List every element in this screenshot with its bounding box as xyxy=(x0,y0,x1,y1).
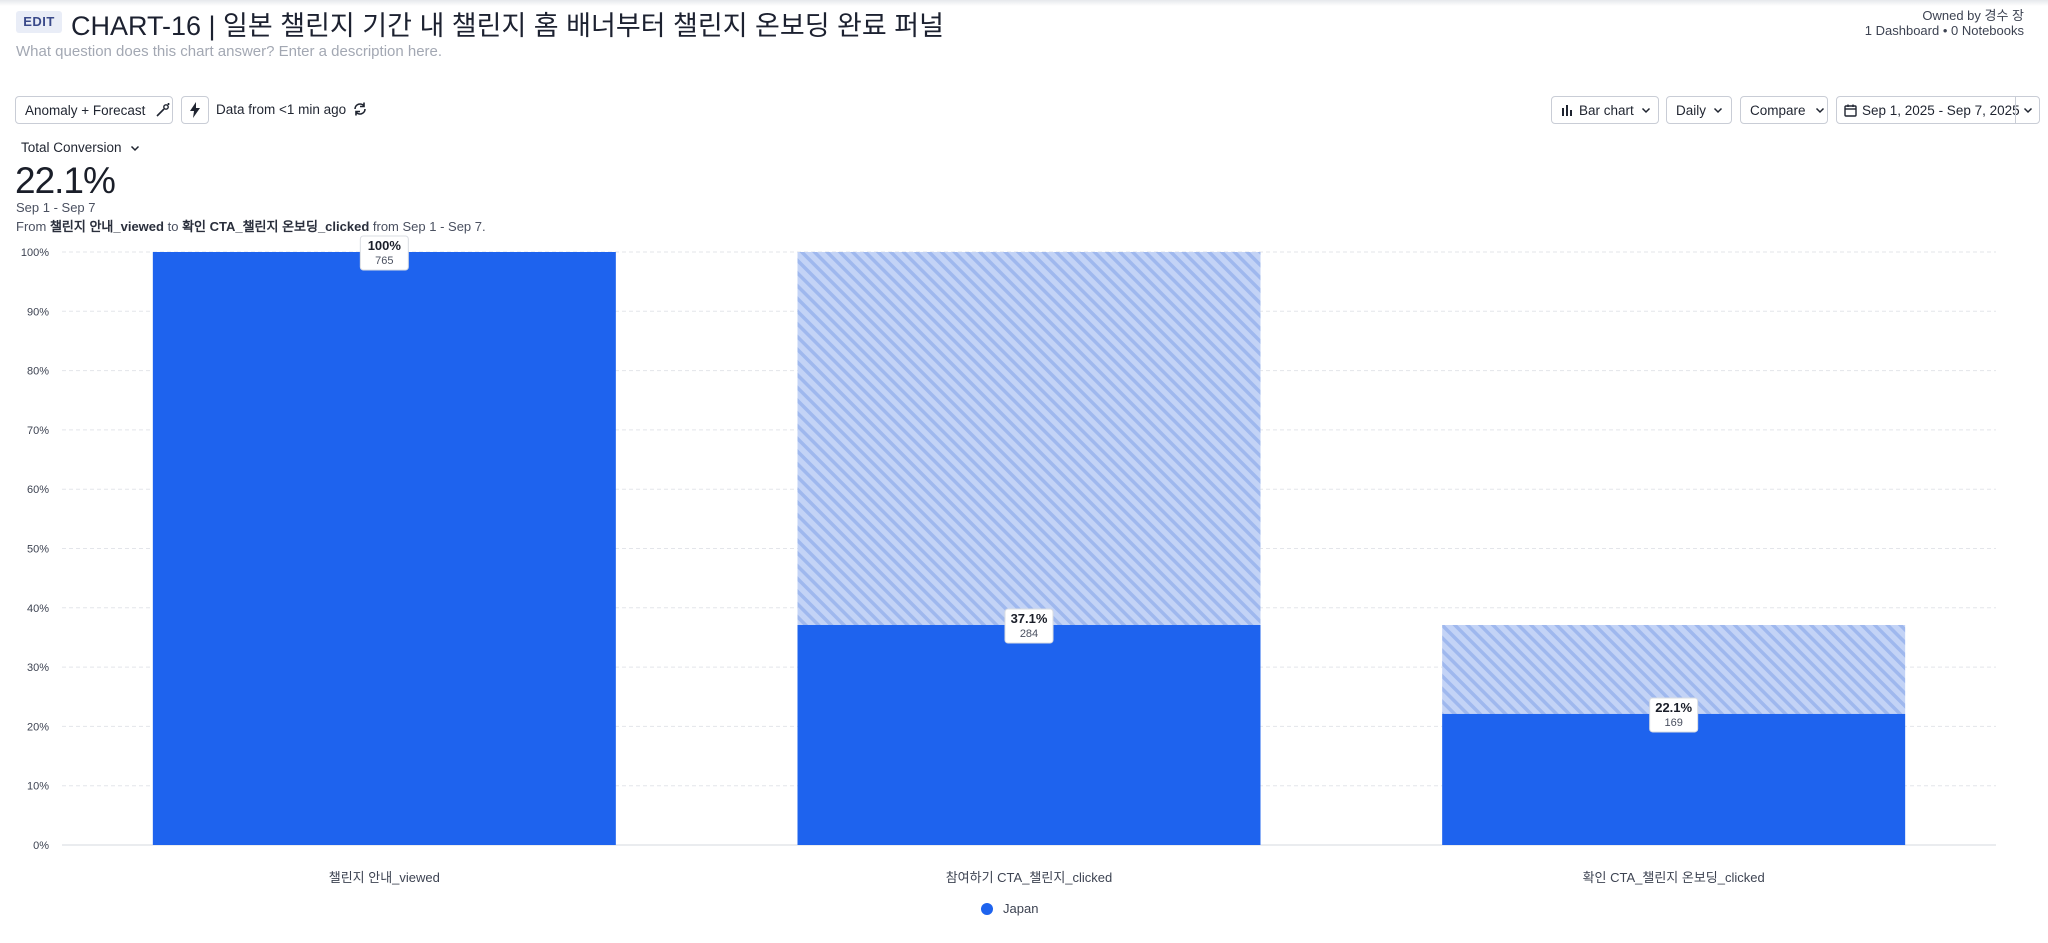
y-tick-label: 20% xyxy=(27,721,49,733)
chart-title[interactable]: CHART-16 | 일본 챌린지 기간 내 챌린지 홈 배너부터 챌린지 온보… xyxy=(71,11,944,41)
total-conversion-value: 22.1% xyxy=(15,160,116,201)
conversion-bar xyxy=(152,252,616,845)
period-suffix: from Sep 1 - Sep 7. xyxy=(372,219,486,234)
bar-chart-icon xyxy=(1562,105,1572,116)
data-freshness-text: Data from <1 min ago xyxy=(216,102,347,117)
y-tick-label: 100% xyxy=(21,247,49,259)
metric-label: Total Conversion xyxy=(21,140,122,155)
data-label-percent: 22.1% xyxy=(1655,700,1692,715)
y-tick-label: 10% xyxy=(27,781,49,793)
date-range-label: Sep 1, 2025 - Sep 7, 2025 xyxy=(1862,102,2020,118)
x-category-label: 챌린지 안내_viewed xyxy=(329,870,440,885)
to-word: to xyxy=(167,219,179,234)
chevron-down-icon xyxy=(1713,107,1723,114)
lightning-icon xyxy=(190,102,200,118)
legend-label: Japan xyxy=(1003,901,1039,916)
y-tick-label: 40% xyxy=(27,603,49,615)
date-range-picker[interactable]: Sep 1, 2025 - Sep 7, 2025 xyxy=(1836,96,2040,124)
dropoff-bar xyxy=(797,252,1261,625)
edit-badge[interactable]: EDIT xyxy=(16,11,62,33)
x-category-label: 확인 CTA_챌린지 온보딩_clicked xyxy=(1583,870,1765,885)
legend-swatch xyxy=(981,902,993,915)
y-tick-label: 70% xyxy=(27,425,49,437)
refresh-button[interactable] xyxy=(352,101,368,117)
y-tick-label: 60% xyxy=(27,484,49,496)
compare-label: Compare xyxy=(1750,102,1806,118)
data-label-box xyxy=(1649,697,1699,733)
dashboard-notebook-counts[interactable]: 1 Dashboard • 0 Notebooks xyxy=(1864,23,2024,38)
anomaly-forecast-label: Anomaly + Forecast xyxy=(25,102,146,118)
date-range-chevron[interactable] xyxy=(2015,97,2039,123)
y-tick-label: 0% xyxy=(33,840,49,852)
summary-date-range: Sep 1 - Sep 7 xyxy=(16,200,96,215)
y-tick-label: 30% xyxy=(27,662,49,674)
data-label-count: 284 xyxy=(1020,628,1038,640)
owner-text: Owned by 경수 장 xyxy=(1922,8,2024,23)
chevron-down-icon xyxy=(130,145,139,151)
data-freshness: Data from <1 min ago xyxy=(216,102,346,117)
legend[interactable]: Japan xyxy=(981,901,1038,916)
chart-type-label: Bar chart xyxy=(1579,102,1634,118)
chevron-down-icon xyxy=(1815,107,1824,114)
data-label-count: 765 xyxy=(375,255,393,267)
conversion-bar xyxy=(797,624,1261,845)
lightning-button[interactable] xyxy=(181,96,209,124)
wand-icon xyxy=(156,103,170,117)
y-tick-label: 80% xyxy=(27,366,49,378)
interval-label: Daily xyxy=(1676,102,1707,118)
calendar-icon xyxy=(1844,104,1857,117)
chevron-down-icon xyxy=(1641,107,1650,114)
chart-type-dropdown[interactable]: Bar chart xyxy=(1551,96,1659,124)
top-shadow xyxy=(0,0,2048,6)
description-input[interactable]: What question does this chart answer? En… xyxy=(16,43,443,60)
compare-dropdown[interactable]: Compare xyxy=(1740,96,1828,124)
y-tick-label: 90% xyxy=(27,306,49,318)
refresh-icon xyxy=(354,102,366,116)
conversion-bar xyxy=(1442,713,1906,845)
anomaly-forecast-button[interactable]: Anomaly + Forecast xyxy=(15,96,173,124)
from-prefix: From xyxy=(16,219,47,234)
y-tick-label: 50% xyxy=(27,544,49,556)
from-event: 챌린지 안내_viewed xyxy=(49,219,164,234)
data-label-count: 169 xyxy=(1664,717,1682,729)
conversion-description: From 챌린지 안내_viewed to 확인 CTA_챌린지 온보딩_cli… xyxy=(16,216,486,235)
to-event: 확인 CTA_챌린지 온보딩_clicked xyxy=(182,219,370,234)
data-label-box xyxy=(359,235,409,271)
data-label-percent: 100% xyxy=(368,238,402,253)
interval-dropdown[interactable]: Daily xyxy=(1666,96,1732,124)
x-category-label: 참여하기 CTA_챌린지_clicked xyxy=(946,870,1113,885)
data-label-percent: 37.1% xyxy=(1011,611,1048,626)
metric-dropdown[interactable]: Total Conversion xyxy=(21,140,140,155)
chevron-down-icon xyxy=(2023,107,2032,114)
data-label-box xyxy=(1004,608,1054,644)
